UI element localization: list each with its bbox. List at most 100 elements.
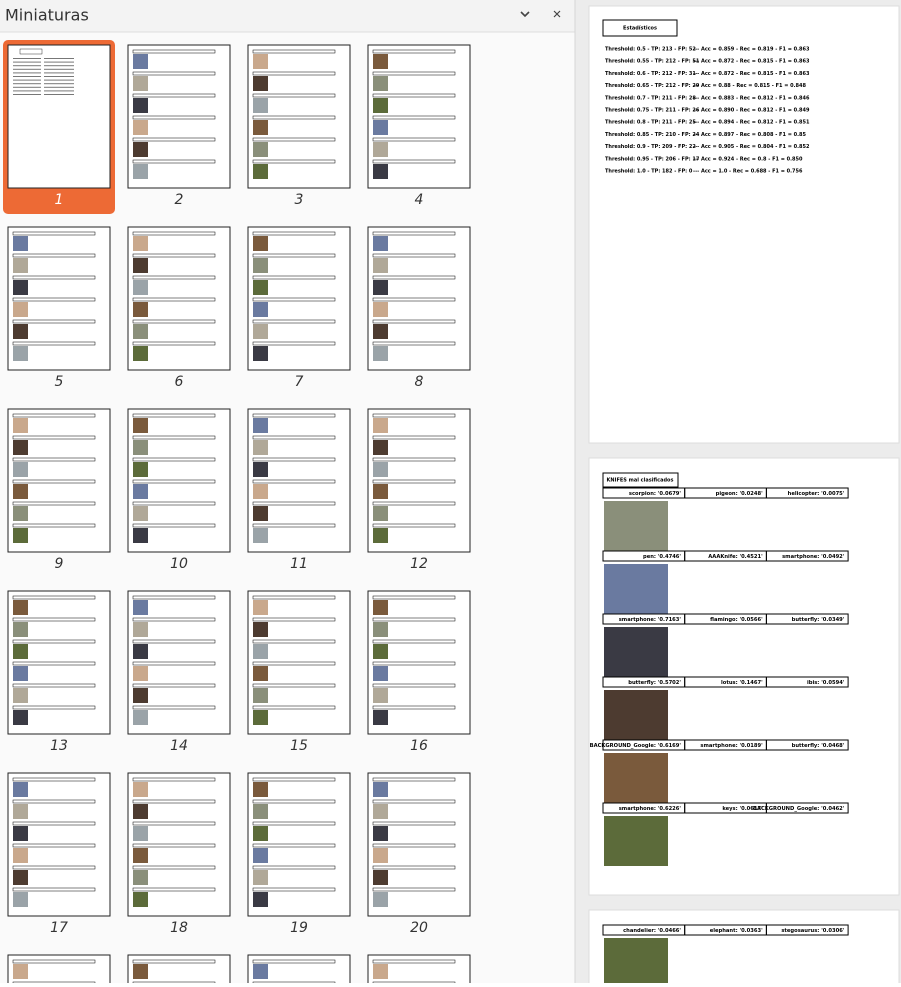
thumb-row — [132, 413, 216, 418]
image — [604, 816, 668, 866]
thumb-row — [12, 683, 96, 688]
thumb-image — [253, 418, 268, 433]
thumb-image — [373, 964, 388, 979]
thumb-image — [253, 782, 268, 797]
thumb-row — [372, 159, 456, 164]
thumb-image — [373, 258, 388, 273]
page-number: 5 — [55, 374, 64, 390]
thumb-row — [252, 71, 336, 76]
thumb-image — [373, 462, 388, 477]
stat-threshold: Threshold: 0.75 - TP: 211 - FP: 26 — [605, 108, 700, 114]
thumb-image — [133, 782, 148, 797]
thumb-row — [372, 959, 456, 964]
thumb-image — [253, 600, 268, 615]
thumb-image — [13, 826, 28, 841]
thumb-image — [253, 324, 268, 339]
thumb-image — [13, 440, 28, 455]
thumb-image — [133, 710, 148, 725]
stat-threshold: Threshold: 1.0 - TP: 182 - FP: 0 — [605, 169, 693, 175]
stat-threshold: Threshold: 0.55 - TP: 212 - FP: 51 — [605, 59, 700, 65]
thumb-row — [372, 49, 456, 54]
collapse-button[interactable] — [520, 11, 530, 18]
thumb-row — [252, 457, 336, 462]
thumb-row — [252, 661, 336, 666]
page-number: 16 — [410, 738, 428, 754]
thumb-image — [133, 622, 148, 637]
thumb-image — [13, 666, 28, 681]
stat-metrics: --- Acc = 0.890 - Rec = 0.812 - F1 = 0.8… — [693, 108, 810, 114]
thumb-line — [13, 86, 41, 88]
image — [604, 753, 668, 803]
thumb-row — [252, 319, 336, 324]
thumb-row — [252, 639, 336, 644]
thumb-row — [372, 253, 456, 258]
thumb-row — [132, 683, 216, 688]
thumb-line — [44, 94, 74, 95]
thumb-image — [13, 622, 28, 637]
thumb-line — [13, 68, 41, 70]
thumb-image — [253, 236, 268, 251]
thumb-row — [132, 843, 216, 848]
image — [604, 564, 668, 614]
page-number: 2 — [175, 192, 184, 208]
image — [604, 501, 668, 551]
thumb-image — [133, 666, 148, 681]
thumb-image — [253, 440, 268, 455]
page-number: 12 — [410, 556, 428, 572]
thumb-row — [132, 435, 216, 440]
stat-metrics: --- Acc = 0.897 - Rec = 0.808 - F1 = 0.8… — [693, 132, 806, 138]
thumb-image — [373, 666, 388, 681]
thumb-image — [13, 506, 28, 521]
thumb-row — [252, 821, 336, 826]
sidebar-header — [0, 0, 575, 32]
thumb-image — [13, 462, 28, 477]
table-label: smartphone: '0.6226' — [619, 806, 682, 812]
thumb-row — [252, 413, 336, 418]
thumb-line — [44, 83, 74, 85]
thumb-image — [373, 302, 388, 317]
table-cell — [765, 739, 849, 751]
thumb-row — [12, 617, 96, 622]
title-box — [602, 19, 678, 37]
page-number: 14 — [170, 738, 188, 754]
thumb-row — [372, 297, 456, 302]
thumb-image — [133, 142, 148, 157]
thumb-row — [372, 777, 456, 782]
thumb-image — [373, 622, 388, 637]
thumb-row — [12, 705, 96, 710]
thumb-image — [133, 258, 148, 273]
close-button[interactable] — [553, 10, 561, 18]
thumb-line — [44, 65, 74, 67]
thumb-row — [132, 799, 216, 804]
thumb-image — [133, 484, 148, 499]
thumb-row — [132, 661, 216, 666]
thumb-row — [252, 595, 336, 600]
thumb-row — [12, 843, 96, 848]
table-label: BACKGROUND_Google: '0.0462' — [753, 806, 845, 812]
thumb-row — [132, 865, 216, 870]
thumb-image — [133, 826, 148, 841]
thumb-row — [252, 523, 336, 528]
stat-metrics: --- Acc = 0.872 - Rec = 0.815 - F1 = 0.8… — [693, 71, 810, 77]
thumb-line — [13, 79, 41, 81]
thumb-row — [372, 639, 456, 644]
thumb-row — [12, 435, 96, 440]
thumb-row — [372, 275, 456, 280]
thumb-image — [373, 892, 388, 907]
image — [604, 627, 668, 677]
thumb-row — [12, 639, 96, 644]
page-number: 3 — [295, 192, 304, 208]
thumb-image — [133, 870, 148, 885]
thumbnail[interactable] — [7, 44, 111, 189]
thumb-image — [133, 76, 148, 91]
table-label: elephant: '0.0363' — [710, 928, 763, 934]
thumb-line — [13, 94, 41, 95]
thumb-row — [132, 595, 216, 600]
thumb-image — [373, 324, 388, 339]
thumb-row — [252, 479, 336, 484]
thumb-row — [372, 799, 456, 804]
thumb-image — [253, 280, 268, 295]
thumb-image — [133, 164, 148, 179]
thumb-image — [253, 54, 268, 69]
table-label: pigeon: '0.0248' — [716, 491, 763, 497]
